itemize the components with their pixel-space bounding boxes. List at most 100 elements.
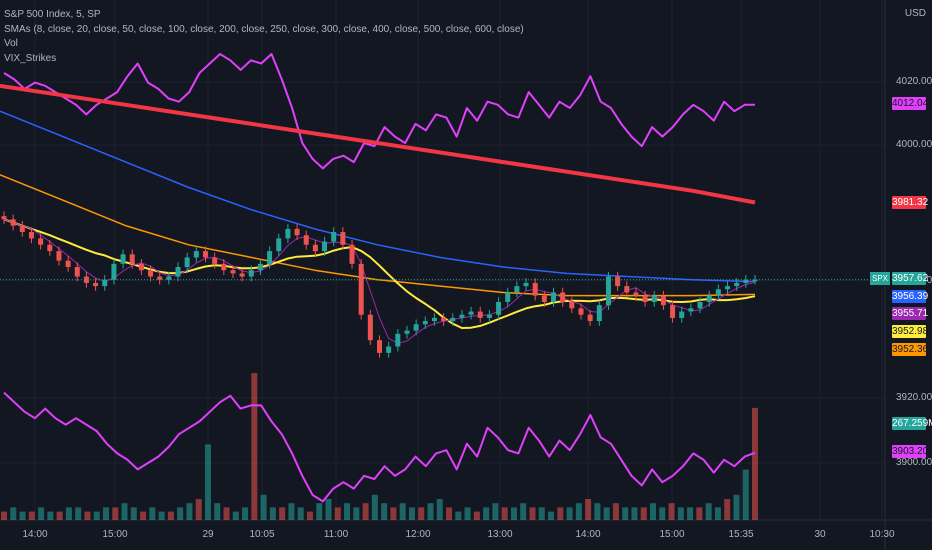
candle bbox=[285, 228, 291, 239]
indicator-vix-strikes[interactable]: VIX_Strikes bbox=[4, 52, 57, 64]
volume-bar bbox=[204, 444, 211, 520]
candle bbox=[312, 244, 318, 252]
volume-bar bbox=[390, 507, 397, 520]
volume-bar bbox=[195, 499, 202, 520]
volume-bar bbox=[464, 507, 471, 520]
candle bbox=[175, 267, 181, 277]
candle bbox=[38, 238, 44, 245]
time-tick: 29 bbox=[202, 529, 214, 540]
last-price-label: 3957.62 bbox=[892, 272, 929, 285]
candle bbox=[74, 267, 80, 277]
candle bbox=[56, 251, 62, 261]
candle bbox=[523, 282, 529, 287]
candle bbox=[633, 292, 639, 296]
time-tick: 10:30 bbox=[869, 529, 894, 540]
volume-bar bbox=[121, 503, 128, 520]
volume-bar bbox=[38, 507, 45, 520]
candle bbox=[715, 289, 721, 296]
vix-strikes-lower-label: 3903.20 bbox=[892, 445, 929, 458]
candle bbox=[679, 311, 685, 318]
candle bbox=[93, 282, 99, 287]
volume-bar bbox=[399, 503, 406, 520]
volume-bar bbox=[140, 511, 147, 520]
candle bbox=[596, 305, 602, 322]
sma-50-line bbox=[0, 174, 756, 297]
candle bbox=[450, 317, 456, 322]
candle bbox=[431, 317, 437, 322]
volume-bar bbox=[251, 373, 258, 520]
sma-20-label: 3952.98 bbox=[892, 325, 929, 338]
time-tick: 13:00 bbox=[487, 529, 512, 540]
candle bbox=[19, 225, 25, 233]
candle bbox=[28, 232, 34, 239]
volume-bar bbox=[269, 507, 276, 520]
candle bbox=[184, 257, 190, 268]
candle bbox=[541, 295, 547, 302]
time-tick: 15:00 bbox=[659, 529, 684, 540]
candle bbox=[477, 311, 483, 318]
volume-bar bbox=[381, 503, 388, 520]
volume-bar bbox=[557, 507, 564, 520]
volume-bar bbox=[687, 507, 694, 520]
time-tick: 11:00 bbox=[324, 529, 349, 540]
candle bbox=[303, 235, 309, 245]
sma-8-line bbox=[3, 218, 756, 344]
volume-bar bbox=[520, 503, 527, 520]
candle bbox=[752, 279, 758, 282]
candle bbox=[221, 263, 227, 271]
price-tick: 3900.00 bbox=[896, 457, 932, 468]
indicator-smas[interactable]: SMAs (8, close, 20, close, 50, close, 10… bbox=[4, 23, 524, 35]
candle bbox=[120, 254, 126, 264]
volume-bar bbox=[306, 511, 313, 520]
candle bbox=[83, 276, 89, 283]
volume-bar bbox=[492, 503, 499, 520]
time-tick: 30 bbox=[814, 529, 826, 540]
volume-bar bbox=[186, 503, 193, 520]
candle bbox=[670, 305, 676, 318]
volume-bar bbox=[659, 507, 666, 520]
candle bbox=[166, 276, 172, 280]
volume-bar bbox=[353, 507, 360, 520]
candle bbox=[404, 330, 410, 334]
volume-bar bbox=[10, 507, 17, 520]
price-tick: 4020.00 bbox=[896, 76, 932, 87]
candle bbox=[257, 263, 263, 271]
candle bbox=[605, 276, 611, 306]
indicator-vol[interactable]: Vol bbox=[4, 38, 18, 49]
volume-bar bbox=[325, 499, 332, 520]
time-tick: 10:05 bbox=[249, 529, 274, 540]
currency-label: USD bbox=[904, 8, 926, 19]
time-tick: 14:00 bbox=[22, 529, 47, 540]
sma-100-line bbox=[0, 110, 756, 283]
candle bbox=[202, 251, 208, 258]
candle bbox=[734, 282, 740, 287]
candle bbox=[468, 311, 474, 315]
candle bbox=[276, 238, 282, 252]
candle bbox=[743, 279, 749, 283]
chart-legend: S&P 500 Index, 5, SP SMAs (8, close, 20,… bbox=[4, 8, 524, 66]
candle bbox=[413, 324, 419, 331]
volume-bar bbox=[84, 511, 91, 520]
volume-bar bbox=[214, 503, 221, 520]
candle bbox=[10, 219, 16, 226]
candle bbox=[486, 314, 492, 318]
time-tick: 15:35 bbox=[728, 529, 753, 540]
volume-bar bbox=[446, 507, 453, 520]
volume-bar bbox=[529, 507, 536, 520]
volume-bar bbox=[650, 503, 657, 520]
volume-bar bbox=[752, 407, 758, 520]
volume-bar bbox=[677, 507, 684, 520]
volume-bar bbox=[427, 503, 434, 520]
volume-bar bbox=[473, 511, 480, 520]
candle bbox=[578, 308, 584, 315]
time-tick: 12:00 bbox=[405, 529, 430, 540]
candle bbox=[569, 302, 575, 309]
candle bbox=[459, 314, 465, 318]
candle bbox=[129, 254, 135, 264]
volume-bar bbox=[19, 511, 26, 520]
volume-bar bbox=[56, 511, 63, 520]
candle bbox=[340, 232, 346, 245]
candle bbox=[157, 276, 163, 280]
symbol-title[interactable]: S&P 500 Index, 5, SP bbox=[4, 9, 101, 20]
